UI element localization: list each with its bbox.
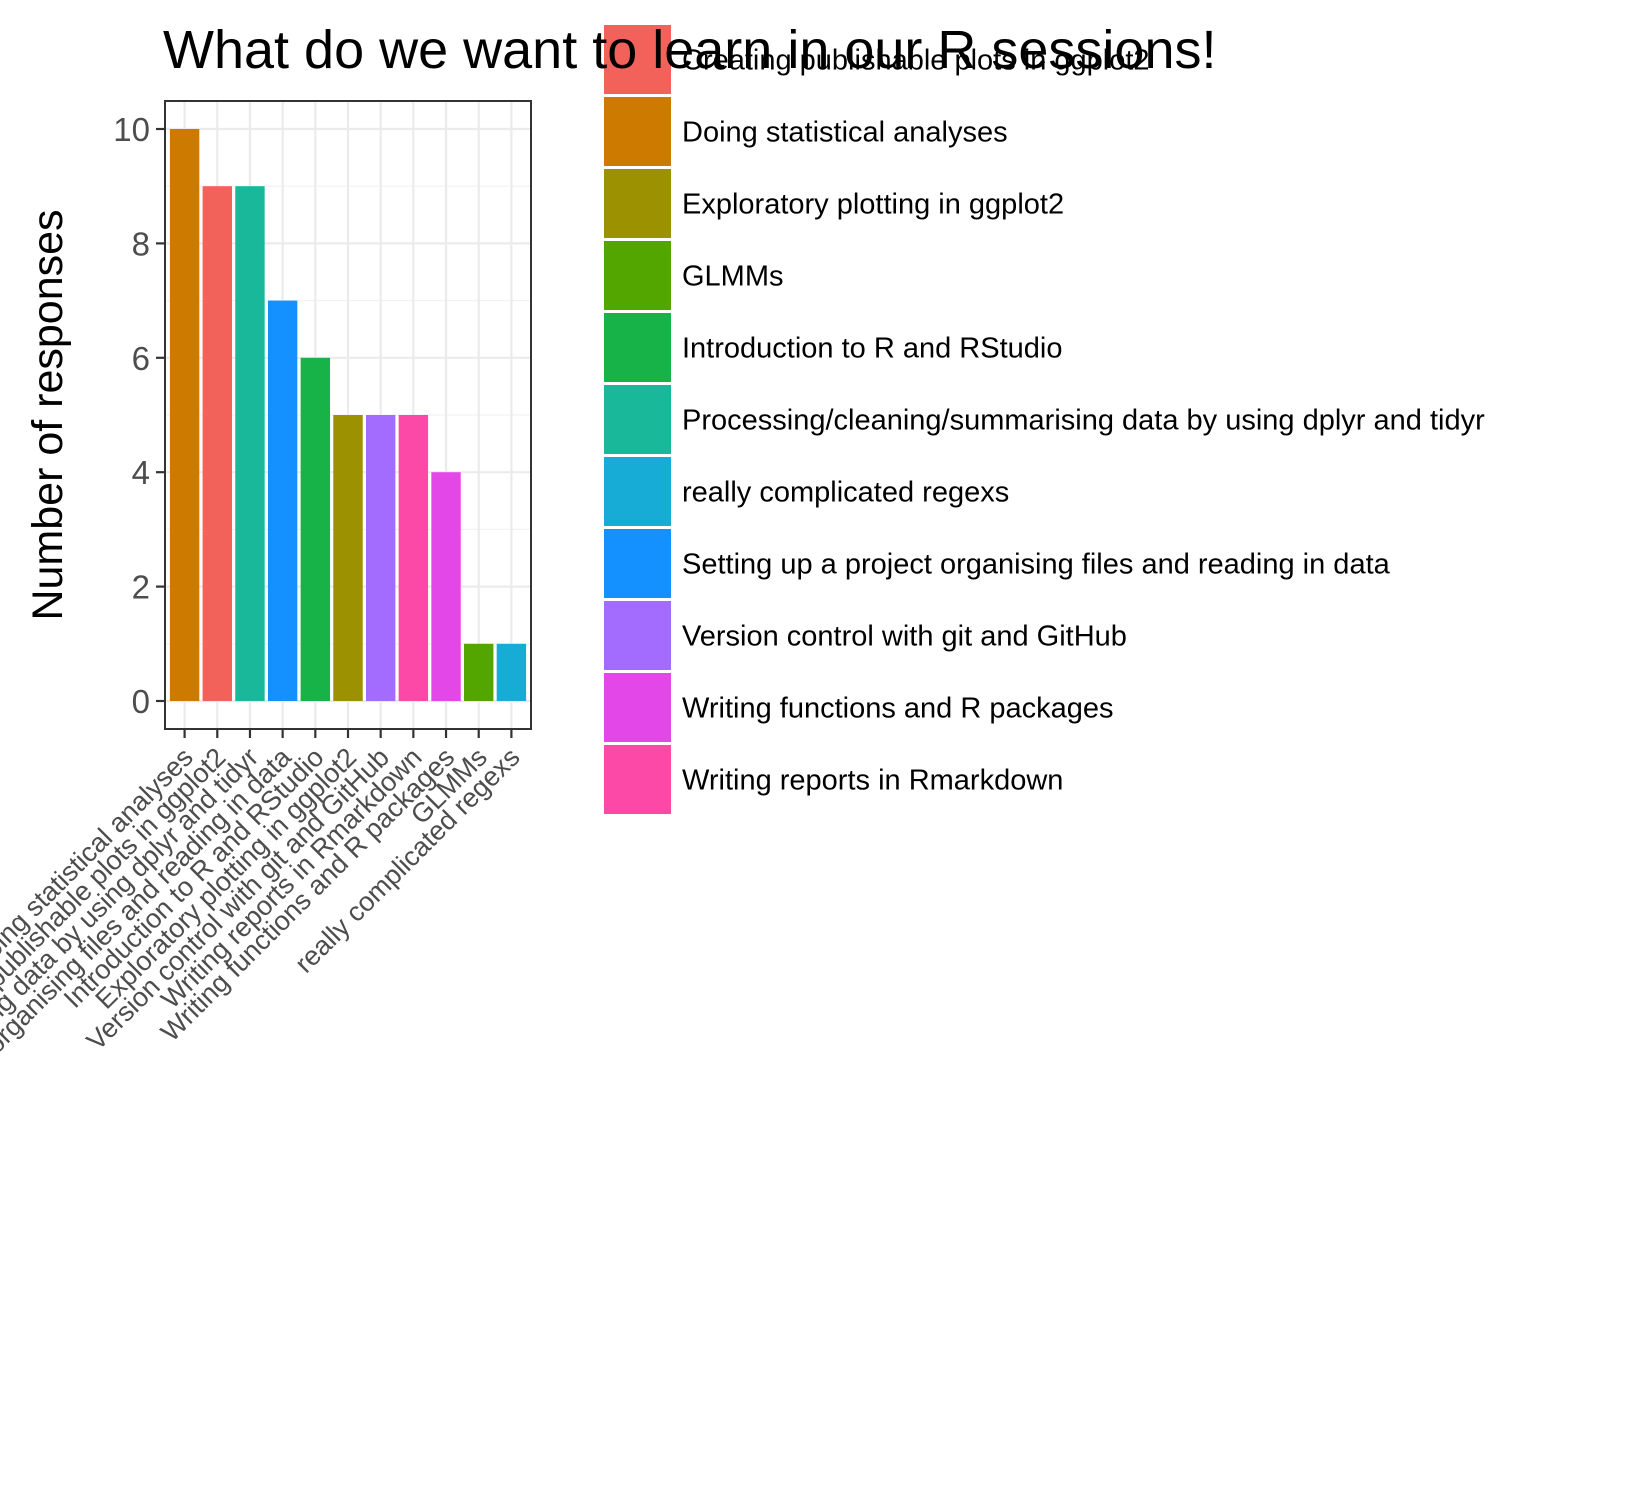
legend-key bbox=[604, 673, 671, 742]
bar bbox=[464, 643, 494, 701]
y-axis: 0 2 4 6 8 10 bbox=[113, 111, 165, 720]
legend-label: really complicated regexs bbox=[682, 477, 1009, 509]
bar bbox=[300, 357, 331, 701]
bar bbox=[267, 300, 298, 701]
bars-layer bbox=[169, 129, 527, 701]
legend-label: Introduction to R and RStudio bbox=[682, 333, 1062, 365]
y-tick-label: 0 bbox=[132, 683, 150, 720]
legend-key bbox=[604, 745, 671, 814]
legend-key bbox=[604, 313, 671, 382]
y-tick-label: 10 bbox=[113, 111, 150, 148]
y-tick-label: 2 bbox=[132, 569, 150, 606]
legend-key bbox=[604, 601, 671, 670]
legend-label: Creating publishable plots in ggplot2 bbox=[682, 45, 1150, 77]
legend-label: Writing functions and R packages bbox=[682, 693, 1113, 725]
legend-key bbox=[604, 25, 671, 94]
legend-label: Processing/cleaning/summarising data by … bbox=[682, 405, 1485, 437]
legend-key bbox=[604, 241, 671, 310]
bar bbox=[365, 415, 396, 701]
bar bbox=[431, 472, 461, 701]
legend-label: GLMMs bbox=[682, 261, 784, 293]
bar bbox=[169, 129, 200, 701]
y-tick-label: 8 bbox=[132, 225, 150, 262]
bar bbox=[235, 186, 265, 701]
legend-key bbox=[604, 169, 671, 238]
legend-label: Exploratory plotting in ggplot2 bbox=[682, 189, 1064, 221]
chart-title: What do we want to learn in our R sessio… bbox=[163, 20, 1217, 80]
legend-label: Doing statistical analyses bbox=[682, 117, 1008, 149]
x-axis: Doing statistical analysesCreating publi… bbox=[0, 729, 526, 1292]
legend: Creating publishable plots in ggplot2 Doi… bbox=[604, 25, 1485, 814]
legend-label: Setting up a project organising files an… bbox=[682, 549, 1391, 581]
bar bbox=[398, 415, 429, 701]
legend-key bbox=[604, 97, 671, 166]
y-axis-label: Number of responses bbox=[24, 209, 72, 620]
bar bbox=[496, 643, 527, 701]
legend-label: Writing reports in Rmarkdown bbox=[682, 765, 1063, 797]
legend-key bbox=[604, 529, 671, 598]
y-tick-label: 4 bbox=[132, 454, 150, 491]
legend-key bbox=[604, 385, 671, 454]
y-tick-label: 6 bbox=[132, 340, 150, 377]
legend-label: Version control with git and GitHub bbox=[682, 621, 1127, 653]
legend-key bbox=[604, 457, 671, 526]
bar bbox=[333, 415, 363, 701]
bar bbox=[202, 186, 232, 701]
